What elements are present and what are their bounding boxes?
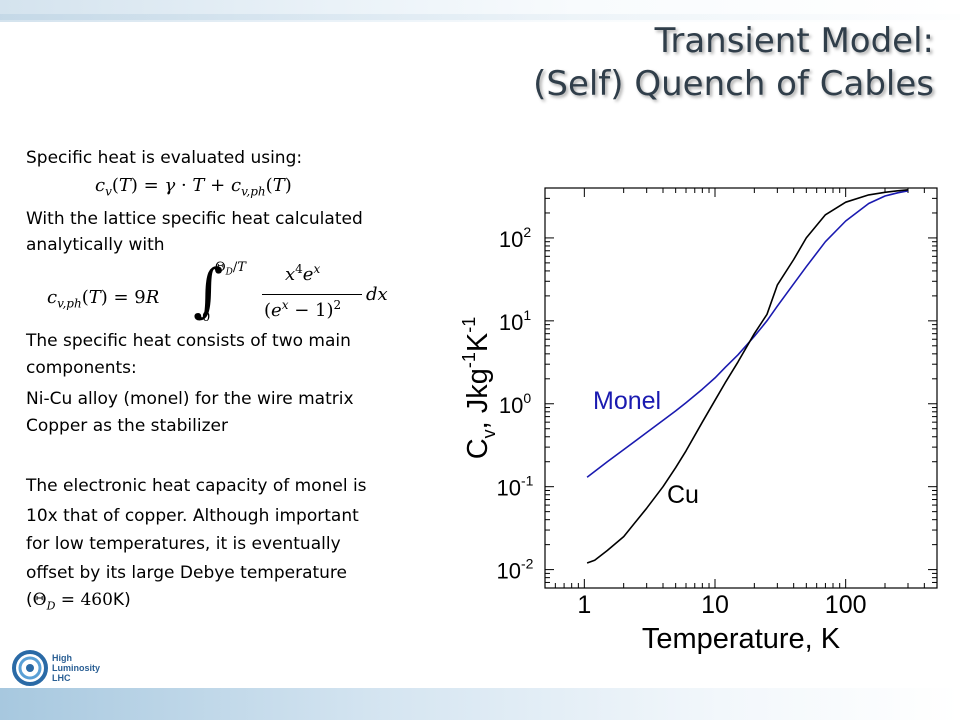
svg-text:Cv, Jkg-1K-1: Cv, Jkg-1K-1 [459,317,499,460]
y-tick-label: 10-1 [497,473,534,501]
title-line-2: (Self) Quench of Cables [533,64,934,104]
body-line-8: The electronic heat capacity of monel is [26,476,367,496]
series-line-cu [586,189,909,564]
body-line-7: Copper as the stabilizer [26,416,228,436]
body-line-11: offset by its large Debye temperature [26,563,348,583]
y-tick-label: 102 [499,224,531,252]
axis-ticks [544,187,938,589]
paren-open: ( [26,590,33,610]
body-line-3: analytically with [26,235,165,255]
y-tick-label: 100 [499,390,531,418]
x-axis-label: Temperature, K [642,623,841,655]
body-line-4: The specific heat consists of two main [26,331,351,351]
title-line-1: Transient Model: [654,21,934,61]
plot-frame [544,187,938,589]
data-series [586,189,909,564]
body-line-10: for low temperatures, it is eventually [26,534,341,554]
x-tick-label: 1 [577,591,591,619]
paren-close: ) [124,590,131,610]
footer-band [0,688,960,720]
tick-labels: 1 10 100 10-2 10-1 100 101 102 [497,224,867,619]
slide-title: Transient Model: (Self) Quench of Cables [533,20,934,106]
logo-line-2: Luminosity [52,663,101,673]
body-line-2: With the lattice specific heat calculate… [26,209,363,229]
y-tick-label: 101 [499,307,531,335]
header-band [0,0,960,22]
unit-kelvin: K [112,590,125,610]
y-axis-label: Cv, Jkg-1K-1 [459,317,499,460]
legend-cu: Cu [667,481,699,509]
body-line-6: Ni-Cu alloy (monel) for the wire matrix [26,389,354,409]
logo-line-1: High [52,653,72,663]
series-line-monel [586,190,909,478]
x-tick-label: 100 [825,591,867,619]
x-tick-label: 10 [701,591,729,619]
logo-line-3: LHC [52,673,71,683]
debye-temperature: ΘD = 460 [32,590,113,613]
body-line-9: 10x that of copper. Although important [26,506,359,526]
hilumi-logo: High Luminosity LHC [10,648,120,688]
equation-specific-heat: cv(T) = γ · T + cv,ph(T) [95,175,292,199]
legend-monel: Monel [593,387,661,415]
hilumi-logo-mark [12,650,48,686]
header-band-shade [0,14,960,20]
body-line-12: (ΘD = 460K) [26,590,131,612]
y-tick-label: 10-2 [497,556,534,584]
body-line-5: components: [26,358,137,378]
body-line-1: Specific heat is evaluated using: [26,148,303,168]
